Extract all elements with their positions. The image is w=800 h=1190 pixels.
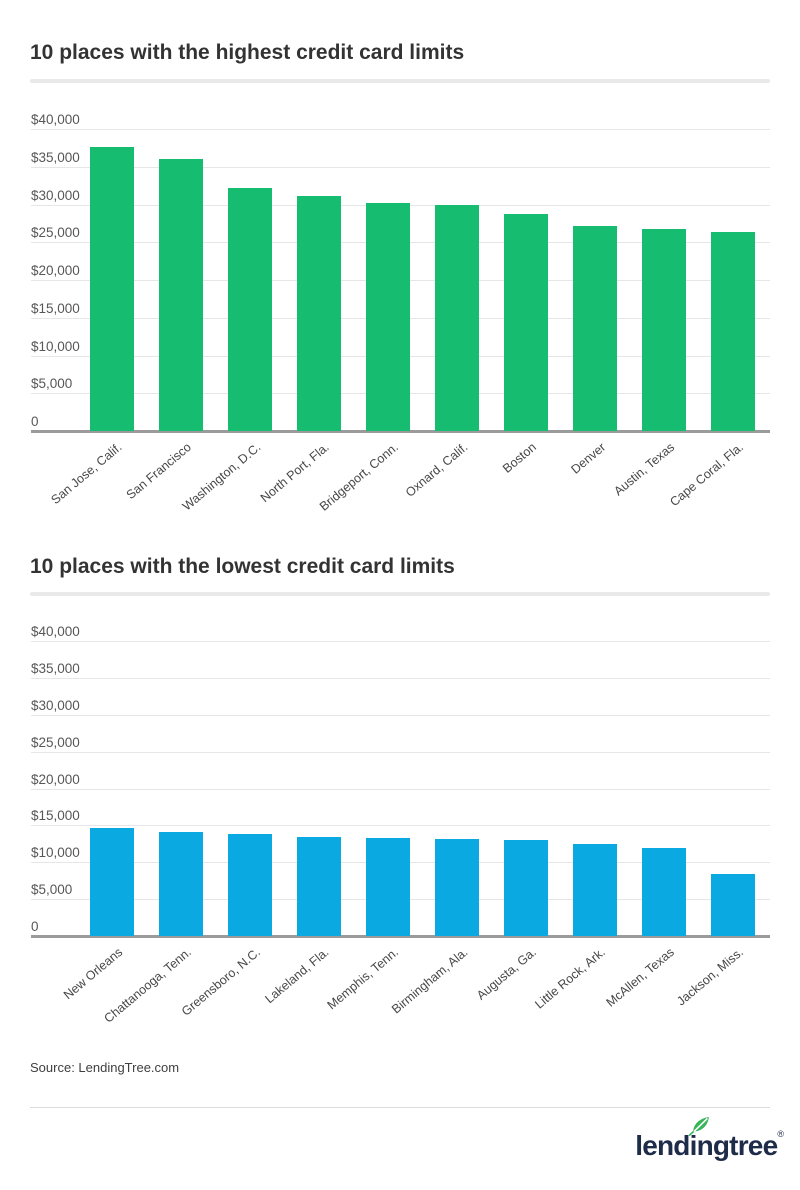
lowest-limits-bar-chart: $40,000 $35,000 $30,000 $25,000 $20,000 $15,0… [31,624,770,1026]
y-axis-label: $25,000 [31,735,85,750]
y-axis-label: $25,000 [31,225,85,240]
bar-san-francisco [159,159,203,431]
logo-wordmark: lendingtree [635,1130,778,1161]
bar-north-port-fla [297,196,341,431]
x-axis-label: Austin, Texas [611,440,677,499]
gridline [31,641,770,642]
footer-divider [30,1107,770,1108]
x-axis-label: Boston [500,440,539,476]
gridline [31,678,770,679]
bar-greensboro-n-c [228,834,272,936]
registered-mark: ® [777,1129,784,1139]
source-text: Source: LendingTree.com [30,1060,180,1075]
x-axis-line [31,935,770,938]
y-axis-label: $35,000 [31,150,85,165]
x-axis-label: Little Rock, Ark. [532,945,608,1012]
bar-cape-coral-fla [711,232,755,431]
leaf-icon [688,1116,710,1136]
bar-bridgeport-conn [366,203,410,431]
x-axis-label: Denver [568,440,608,477]
y-axis-label: $30,000 [31,698,85,713]
y-axis-label: 0 [31,414,44,429]
title-divider [30,79,770,83]
gridline [31,825,770,826]
x-axis-label: Memphis, Tenn. [324,945,401,1013]
gridline [31,789,770,790]
x-axis-label: New Orleans [60,945,125,1003]
bar-augusta-ga [504,840,548,936]
gridline [31,715,770,716]
y-axis-label: $10,000 [31,845,85,860]
bar-birmingham-ala [435,838,479,936]
x-axis-label: Lakeland, Fla. [262,945,332,1007]
bar-washington-d-c [228,187,272,431]
gridline [31,167,770,168]
lendingtree-logo: lendingtree® [635,1116,784,1161]
bar-memphis-tenn [366,837,410,936]
y-axis-label: 0 [31,919,44,934]
bar-lakeland-fla [297,837,341,936]
x-axis-label: Oxnard, Calif. [402,440,470,500]
x-axis-label: San Jose, Calif. [48,440,125,507]
x-axis-label: North Port, Fla. [258,440,332,506]
x-axis-line [31,430,770,433]
title-divider [30,592,770,596]
y-axis-label: $40,000 [31,112,85,127]
y-axis-label: $40,000 [31,624,85,639]
chart-title-lowest: 10 places with the lowest credit card li… [30,555,455,578]
bar-denver [573,226,617,431]
y-axis-label: $15,000 [31,808,85,823]
y-axis-label: $30,000 [31,188,85,203]
bar-new-orleans [90,827,134,936]
bar-oxnard-calif [435,204,479,431]
chart-title-highest: 10 places with the highest credit card l… [30,41,465,64]
gridline [31,752,770,753]
bar-little-rock-ark [573,843,617,936]
bar-chattanooga-tenn [159,832,203,936]
x-axis-label: Cape Coral, Fla. [667,440,746,510]
x-axis-label: San Francisco [123,440,194,503]
gridline [31,129,770,130]
y-axis-label: $35,000 [31,661,85,676]
bar-mcallen-texas [642,847,686,936]
x-axis-label: Jackson, Miss. [674,945,746,1009]
bar-austin-texas [642,228,686,431]
y-axis-label: $20,000 [31,263,85,278]
bar-jackson-miss [711,874,755,936]
x-axis-label: McAllen, Texas [603,945,677,1010]
y-axis-label: $15,000 [31,301,85,316]
x-axis-label: Augusta, Ga. [474,945,539,1003]
bar-san-jose-calif [90,147,134,431]
bar-boston [504,213,548,431]
y-axis-label: $20,000 [31,772,85,787]
highest-limits-bar-chart: $40,000 $35,000 $30,000 $25,000 $20,000 $15,0… [31,112,770,514]
y-axis-label: $10,000 [31,339,85,354]
y-axis-label: $5,000 [31,882,78,897]
y-axis-label: $5,000 [31,376,78,391]
